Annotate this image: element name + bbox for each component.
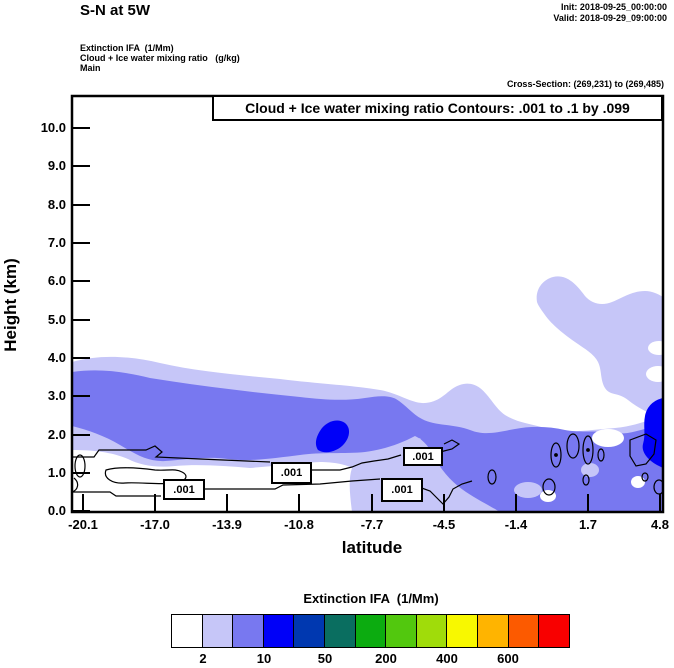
y-axis-title: Height (km): [1, 258, 20, 352]
patch-white-2: [540, 490, 556, 502]
y-tick-label: 7.0: [47, 235, 66, 250]
shade-elevated-plume: [536, 276, 663, 418]
legend-cell: [232, 614, 263, 648]
x-ticks: [82, 494, 661, 512]
y-tick-label: 0.0: [47, 503, 66, 518]
x-tick-label: -20.1: [68, 517, 98, 532]
init-timestamp: Init: 2018-09-25_00:00:00: [560, 2, 667, 12]
patch-lavender-2: [514, 482, 542, 498]
y-tick-label: 1.0: [47, 465, 66, 480]
field-domain: Main: [80, 63, 101, 73]
legend-title: Extinction IFA (1/Mm): [303, 591, 439, 606]
legend-cell: [262, 614, 294, 648]
legend-tick-label: 50: [317, 651, 333, 666]
y-tick-label: 4.0: [47, 350, 66, 365]
x-tick-label: -1.4: [504, 517, 528, 532]
x-tick-label: -7.7: [360, 517, 384, 532]
patch-white-1: [592, 429, 624, 447]
field-extinction: Extinction IFA (1/Mm): [80, 43, 174, 53]
plume-notch-white2: [646, 366, 663, 382]
legend-cell: [507, 614, 539, 648]
contour-label-box: .001: [403, 447, 443, 466]
y-tick-label: 5.0: [47, 312, 66, 327]
legend-cell: [324, 614, 355, 648]
y-tick-label: 10.0: [40, 120, 66, 135]
shade-medium-band: [72, 370, 663, 512]
legend-cell: [171, 614, 202, 648]
field-list: Extinction IFA (1/Mm) Cloud + Ice water …: [80, 43, 240, 73]
plot-title: Cloud + Ice water mixing ratio Contours:…: [212, 95, 663, 121]
y-tick-label: 2.0: [47, 427, 66, 442]
legend-tick-label: 600: [497, 651, 519, 666]
x-tick-label: -13.9: [212, 517, 242, 532]
legend-tick-label: 400: [436, 651, 458, 666]
shade-bright-blob: [315, 420, 350, 453]
x-tick-label: -10.8: [284, 517, 314, 532]
legend-cell: [385, 614, 416, 648]
contour-label-box: .001: [163, 479, 205, 500]
contour-label-box: .001: [381, 478, 423, 502]
page-title: S-N at 5W: [80, 2, 151, 19]
legend-tick-label: 10: [256, 651, 272, 666]
legend-cell: [538, 614, 570, 648]
patch-white-3: [631, 476, 645, 488]
plume-notch-white: [648, 341, 663, 355]
valid-timestamp: Valid: 2018-09-29_09:00:00: [553, 13, 667, 23]
contour-label-box: .001: [271, 462, 312, 484]
legend-tick-label: 200: [375, 651, 397, 666]
y-tick-label: 9.0: [47, 158, 66, 173]
legend-cell: [415, 614, 447, 648]
x-tick-label: 1.7: [578, 517, 598, 532]
y-tick-label: 8.0: [47, 197, 66, 212]
x-tick-label: 4.8: [650, 517, 670, 532]
cloud-contour-lines: [72, 433, 663, 505]
legend-cell: [293, 614, 325, 648]
y-tick-label: 6.0: [47, 273, 66, 288]
shade-bright-right: [642, 398, 663, 468]
patch-lavender-1: [581, 463, 599, 477]
x-axis-title: latitude: [341, 538, 403, 557]
legend-cell: [201, 614, 233, 648]
legend-colorbar: [171, 614, 570, 648]
y-tick-label: 3.0: [47, 388, 66, 403]
cross-section-info: Cross-Section: (269,231) to (269,485): [506, 79, 664, 89]
y-ticks: [72, 127, 90, 512]
legend-cell: [446, 614, 478, 648]
x-tick-label: -17.0: [140, 517, 170, 532]
x-tick-label: -4.5: [432, 517, 456, 532]
legend-cell: [354, 614, 386, 648]
legend-tick-label: 2: [199, 651, 207, 666]
field-cloud-ice: Cloud + Ice water mixing ratio (g/kg): [80, 53, 240, 63]
legend-cell: [477, 614, 508, 648]
